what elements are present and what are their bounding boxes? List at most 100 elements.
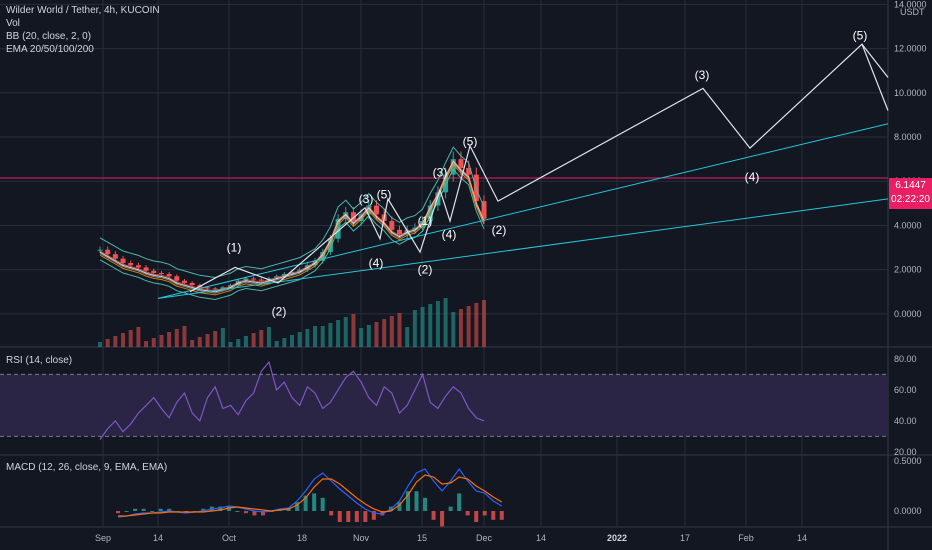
volume-bar (305, 329, 310, 347)
candle-body (389, 221, 395, 230)
time-tick-label: Nov (353, 533, 370, 543)
vol-legend[interactable]: Vol (6, 18, 20, 29)
macd-histogram-bar (465, 511, 470, 516)
price-pane[interactable]: (1) (2) (3) (4) (5) (1) (2) (3) (4) (5) (2) (3) (4) (… (0, 28, 889, 347)
time-tick-label: 2022 (607, 533, 627, 543)
candle-body (258, 279, 264, 281)
price-tick-label: 14.0000 (894, 0, 927, 9)
elliott-wave-label: (2) (418, 263, 433, 277)
macd-histogram-bar (474, 511, 479, 522)
volume-bar (128, 330, 133, 347)
volume-bar (259, 330, 264, 347)
price-tick-label: 12.0000 (894, 44, 927, 54)
volume-bar (466, 306, 471, 347)
volume-bar (174, 329, 179, 347)
macd-legend-label[interactable]: MACD (12, 26, close, 9, EMA, EMA) (6, 462, 168, 473)
volume-bar (382, 319, 387, 347)
candle-body (120, 258, 126, 264)
macd-pane[interactable] (116, 467, 504, 527)
elliott-wave-label: (1) (227, 241, 242, 255)
rsi-legend: RSI (14, close) (6, 354, 72, 367)
macd-histogram-bar (371, 511, 376, 520)
price-tick-label: 0.0000 (894, 309, 922, 319)
elliott-wave-label: (4) (369, 256, 384, 270)
price-tick-label: 8.0000 (894, 132, 922, 142)
volume-bar (297, 332, 302, 347)
volume-bar (182, 326, 187, 347)
macd-histogram-bar (380, 511, 385, 516)
candle-body (443, 174, 449, 193)
macd-histogram-bar (141, 508, 146, 511)
candle-body (327, 238, 333, 252)
macd-histogram-bar (499, 511, 504, 520)
volume-bar (98, 342, 102, 347)
volume-bar (243, 336, 248, 347)
candle-body (97, 249, 103, 251)
time-tick-label: Sep (95, 533, 111, 543)
elliott-wave-label: (5) (853, 28, 868, 42)
candle-body (435, 192, 441, 206)
volume-bar (274, 341, 279, 347)
time-tick-label: 17 (680, 533, 690, 543)
upper-trendline (157, 123, 889, 299)
last-price-tag: 6.1447 02:22:20 (889, 178, 932, 209)
macd-histogram-bar (286, 508, 291, 511)
time-tick-label: 15 (417, 533, 427, 543)
macd-histogram-bar (320, 497, 325, 511)
time-axis[interactable]: Sep 14 Oct 18 Nov 15 Dec 14 2022 17 Feb 14 (95, 533, 807, 543)
elliott-wave-label: (2) (272, 305, 287, 319)
candle-body (397, 229, 403, 235)
macd-tick-label: 0.0000 (894, 506, 922, 516)
volume-bar (359, 328, 364, 347)
macd-histogram-bar (337, 511, 342, 522)
ema-line (99, 159, 485, 292)
volume-bar (105, 339, 110, 347)
macd-histogram-bar (346, 511, 351, 522)
elliott-wave-label: (4) (442, 227, 457, 241)
bb-legend[interactable]: BB (20, close, 2, 0) (6, 31, 92, 42)
symbol-label[interactable]: Wilder World / Tether, 4h, KUCOIN (6, 5, 160, 16)
candle-body (135, 265, 141, 268)
macd-histogram-bar (133, 508, 138, 511)
time-tick-label: 18 (297, 533, 307, 543)
volume-bar (282, 338, 287, 347)
macd-histogram-bar (201, 508, 206, 511)
volume-bar (266, 327, 271, 347)
elliott-wave-path (189, 43, 889, 293)
macd-histogram-bar (482, 511, 487, 516)
elliott-wave-label: (5) (377, 187, 392, 201)
time-tick-label: Feb (738, 533, 754, 543)
volume-bar (482, 300, 486, 347)
price-tick-label: 10.0000 (894, 88, 927, 98)
macd-histogram-bar (235, 511, 240, 512)
main-legend: Wilder World / Tether, 4h, KUCOIN Vol BB… (6, 4, 160, 56)
volume-bar (412, 310, 417, 347)
volume-bar (320, 326, 325, 347)
countdown-value: 02:22:20 (891, 194, 930, 205)
candle-body (189, 282, 195, 286)
ema-legend[interactable]: EMA 20/50/100/200 (6, 44, 94, 55)
rsi-tick-label: 40.00 (894, 416, 917, 426)
candle-body (366, 205, 372, 215)
macd-histogram-bar (167, 508, 172, 511)
volume-bar (435, 301, 440, 347)
price-axis[interactable]: 14.000012.000010.00008.00006.00004.00002… (894, 0, 927, 516)
rsi-pane[interactable] (0, 360, 888, 440)
macd-histogram-bar (440, 511, 445, 527)
volume-bar (397, 313, 402, 347)
macd-histogram-bar (243, 511, 248, 514)
volume-bar (366, 325, 371, 347)
macd-histogram-bar (329, 511, 334, 516)
candle-body (458, 159, 464, 168)
candle-body (128, 263, 134, 266)
macd-histogram-bar (116, 511, 120, 514)
volume-bar (228, 342, 233, 347)
candle-body (481, 201, 487, 219)
macd-histogram-bar (414, 491, 419, 511)
signal-line (118, 474, 503, 517)
macd-tick-label: 0.5000 (894, 456, 922, 466)
macd-histogram-bar (252, 511, 257, 516)
volume-bar (474, 303, 479, 347)
rsi-legend-label[interactable]: RSI (14, close) (6, 355, 73, 366)
